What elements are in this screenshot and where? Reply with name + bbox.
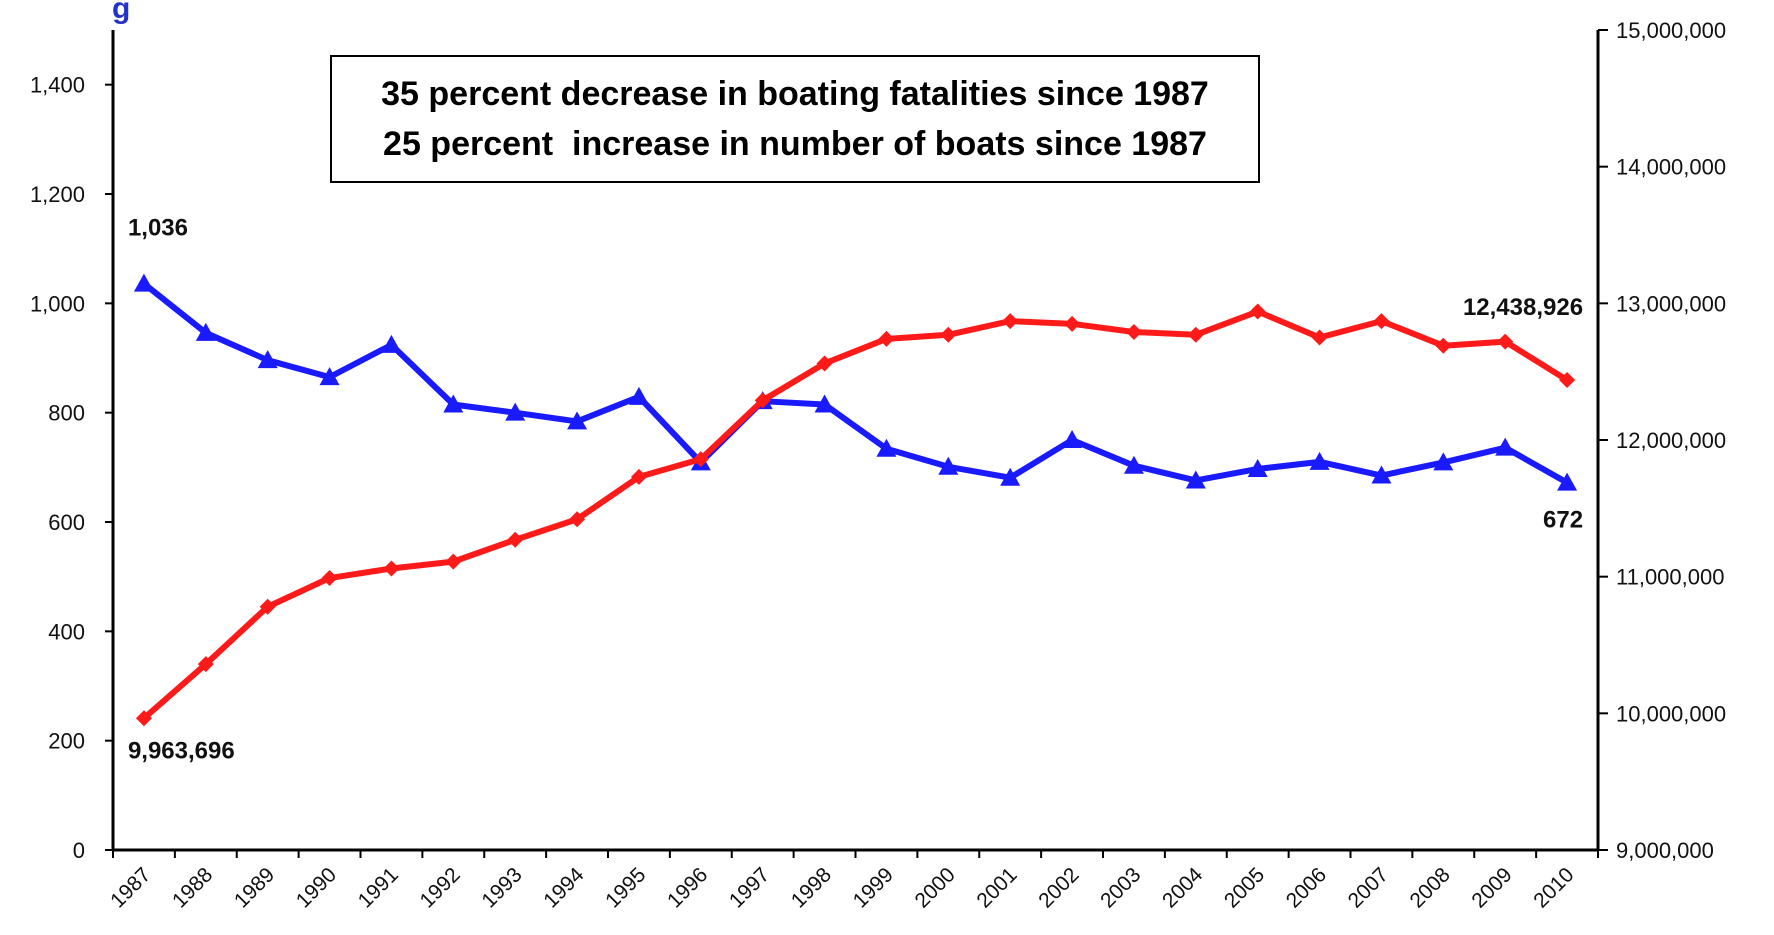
fatalities-line <box>142 281 1569 486</box>
x-tick-label: 2004 <box>1158 863 1208 913</box>
y-right-tick-label: 10,000,000 <box>1616 701 1726 726</box>
x-tick-label: 2010 <box>1529 863 1578 912</box>
fatalities-point <box>567 411 588 430</box>
fatalities-point <box>319 367 340 386</box>
boats-point <box>878 330 895 347</box>
boats-point <box>507 531 524 548</box>
x-tick-label: 1999 <box>849 863 898 912</box>
x-tick-label: 2006 <box>1282 863 1331 912</box>
boats-point <box>321 570 338 587</box>
boats-point <box>569 511 586 528</box>
boats-point <box>1311 329 1328 346</box>
boats-point <box>1497 333 1514 350</box>
boats-point <box>1249 303 1266 320</box>
x-tick-label: 1994 <box>539 863 589 913</box>
y-right-tick-label: 9,000,000 <box>1616 838 1714 863</box>
boats-point <box>816 355 833 372</box>
y-left-tick-label: 600 <box>48 510 85 535</box>
x-tick-label: 1991 <box>354 863 403 912</box>
x-tick-label: 1998 <box>787 863 836 912</box>
y-right-tick-label: 12,000,000 <box>1616 428 1726 453</box>
fatalities-point <box>1247 458 1268 477</box>
annotation-box: 35 percent decrease in boating fatalitie… <box>330 55 1260 183</box>
boats-point <box>1559 372 1576 389</box>
fatalities-point <box>505 402 526 421</box>
y-right-tick-label: 11,000,000 <box>1616 565 1724 590</box>
boats-point <box>383 560 400 577</box>
chart-title-fragment: g <box>112 0 130 25</box>
x-tick-label: 1996 <box>663 863 712 912</box>
x-tick-label: 2003 <box>1096 863 1145 912</box>
x-tick-label: 1990 <box>292 863 341 912</box>
x-tick-label: 1997 <box>725 863 774 912</box>
y-left-tick-label: 200 <box>48 729 85 754</box>
fatalities-point <box>1371 465 1392 484</box>
x-tick-label: 1995 <box>601 863 650 912</box>
x-tick-label: 2002 <box>1034 863 1083 912</box>
data-label: 9,963,696 <box>128 737 235 764</box>
data-label: 12,438,926 <box>1463 294 1583 321</box>
boats-point <box>1435 337 1452 354</box>
y-right-tick-label: 13,000,000 <box>1616 291 1726 316</box>
fatalities-point <box>1309 451 1330 470</box>
y-right-tick-label: 14,000,000 <box>1616 155 1726 180</box>
x-tick-label: 1989 <box>230 863 279 912</box>
data-labels-group: 1,036 672 9,963,696 12,438,926 <box>128 215 1583 765</box>
boats-point <box>135 710 152 727</box>
y-left-tick-label: 1,200 <box>30 182 85 207</box>
x-tick-label: 2008 <box>1406 863 1455 912</box>
x-tick-label: 2009 <box>1467 863 1516 912</box>
fatalities-point <box>1495 437 1516 456</box>
boats-point <box>1125 324 1142 341</box>
boats-point <box>692 451 709 468</box>
fatalities-point <box>257 350 278 369</box>
fatalities-point <box>628 386 649 405</box>
x-tick-label: 1988 <box>168 863 217 912</box>
boats-point <box>445 553 462 570</box>
boats-line <box>141 308 1569 721</box>
x-tick-label: 1992 <box>416 863 465 912</box>
y-left-tick-label: 1,400 <box>30 73 85 98</box>
data-label: 672 <box>1543 507 1583 534</box>
fatalities-point <box>1123 455 1144 474</box>
fatalities-point <box>1000 467 1021 486</box>
boats-point <box>1187 326 1204 343</box>
boats-point <box>940 326 957 343</box>
x-tick-label: 2001 <box>972 863 1021 912</box>
boats-point <box>630 468 647 485</box>
boats-point <box>754 392 771 409</box>
x-tick-label: 1993 <box>477 863 526 912</box>
boats-point <box>259 598 276 615</box>
y-left-tick-label: 0 <box>73 838 85 863</box>
boats-point <box>1002 313 1019 330</box>
fatalities-point <box>1557 472 1578 491</box>
fatalities-point <box>876 438 897 457</box>
fatalities-point <box>938 456 959 475</box>
boats-point <box>197 656 214 673</box>
annotation-fatalities: 35 percent decrease in boating fatalitie… <box>381 75 1209 113</box>
y-left-tick-label: 1,000 <box>30 291 85 316</box>
fatalities-point <box>195 322 216 341</box>
x-tick-label: 2005 <box>1220 863 1269 912</box>
fatalities-point <box>381 334 402 353</box>
series-group <box>133 273 1578 727</box>
data-label: 1,036 <box>128 215 188 242</box>
fatalities-point <box>133 273 154 292</box>
fatalities-point <box>1433 452 1454 471</box>
y-left-tick-label: 400 <box>48 619 85 644</box>
y-right-tick-label: 15,000,000 <box>1616 18 1726 43</box>
fatalities-point <box>1185 470 1206 489</box>
y-left-tick-label: 800 <box>48 401 85 426</box>
fatalities-point <box>1062 430 1083 448</box>
x-tick-label: 2007 <box>1344 863 1393 912</box>
x-tick-label: 1987 <box>106 863 155 912</box>
fatalities-point <box>814 394 835 413</box>
fatalities-point <box>443 394 464 413</box>
boats-point <box>1064 315 1081 332</box>
x-tick-label: 2000 <box>911 863 960 912</box>
annotation-boats: 25 percent increase in number of boats s… <box>383 125 1207 163</box>
boats-point <box>1373 313 1390 330</box>
